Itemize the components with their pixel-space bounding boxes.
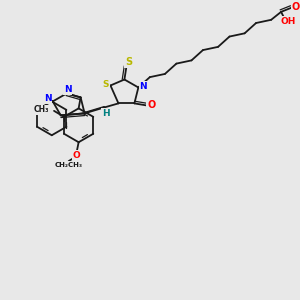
Text: OH: OH	[280, 17, 296, 26]
Text: O: O	[147, 100, 155, 110]
Text: O: O	[292, 2, 300, 12]
Text: S: S	[125, 57, 132, 67]
Text: N: N	[44, 94, 52, 103]
Text: CH₃: CH₃	[34, 105, 49, 114]
Text: S: S	[102, 80, 109, 89]
Text: H: H	[102, 109, 109, 118]
Text: N: N	[140, 82, 147, 91]
Text: CH₂CH₃: CH₂CH₃	[55, 162, 83, 168]
Text: O: O	[73, 151, 80, 160]
Text: N: N	[64, 85, 71, 94]
